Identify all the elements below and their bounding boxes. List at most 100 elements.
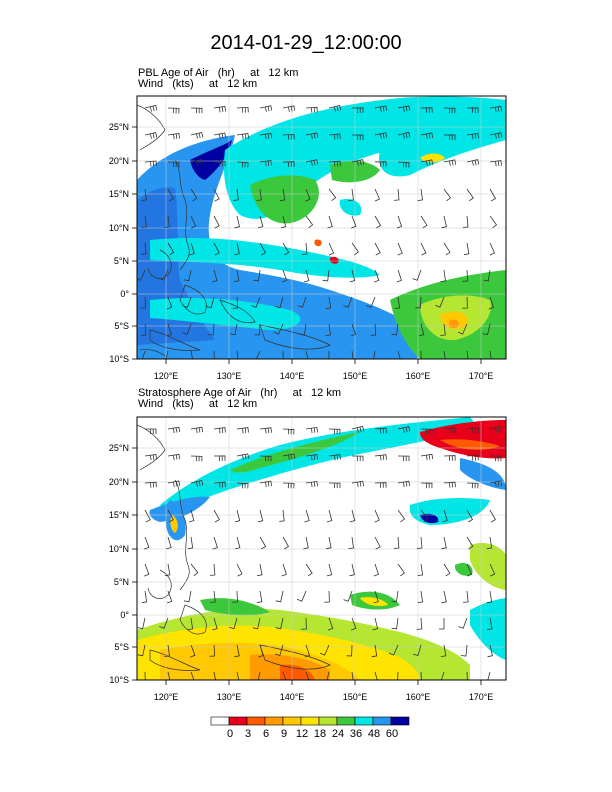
wind-barb (458, 617, 468, 629)
wind-barb (213, 671, 216, 680)
wind-barb (420, 107, 433, 113)
wind-barb (441, 215, 447, 229)
lat-label: 10°N (109, 544, 129, 554)
wind-barb (236, 482, 249, 489)
wind-barb (460, 644, 468, 657)
wind-barb (373, 350, 376, 359)
wind-barb (256, 188, 262, 201)
lat-label: 10°S (109, 354, 129, 364)
wind-barb (416, 617, 423, 630)
wind-barb (145, 428, 157, 434)
wind-barb (234, 242, 240, 256)
wind-barb (325, 296, 332, 310)
wind-barb (483, 269, 491, 282)
wind-barb (412, 644, 422, 656)
wind-barb (167, 426, 181, 434)
wind-barb (348, 188, 354, 201)
lat-label: 25°N (109, 443, 129, 453)
wind-barb (304, 644, 311, 658)
wind-barb (234, 215, 240, 229)
wind-barb (348, 536, 354, 549)
wind-barb (397, 480, 410, 488)
wind-barb (328, 454, 341, 461)
colorbar-box (390, 716, 410, 726)
wind-barb (351, 107, 364, 113)
lat-label: 5°S (114, 642, 129, 652)
wind-barb (420, 453, 434, 461)
wind-barb (232, 296, 239, 309)
wind-barb (282, 242, 290, 256)
wind-barb (236, 671, 240, 680)
wind-barb (418, 323, 425, 337)
wind-barb (393, 536, 400, 549)
wind-barb (252, 617, 261, 630)
strat-lat-labels: 25°N 20°N 15°N 10°N 5°N 0° 5°S 10°S (109, 443, 130, 685)
wind-barb (144, 536, 150, 550)
pbl-lon-labels: 120°E 130°E 140°E 150°E 160°E 170°E (154, 371, 494, 381)
wind-barb (391, 323, 399, 336)
wind-barb (489, 509, 496, 523)
wind-barb (208, 323, 215, 336)
lat-label: 15°N (109, 510, 129, 520)
wind-barb (371, 644, 378, 658)
wind-barb (166, 590, 173, 604)
lat-label: 10°S (109, 675, 129, 685)
colorbar-label: 36 (349, 728, 363, 740)
wind-barb (489, 132, 503, 139)
wind-barb (301, 242, 308, 255)
strat-age-panel: 120°E 130°E 140°E 150°E 160°E 170°E 25°N… (109, 416, 507, 702)
wind-barb (159, 617, 169, 629)
wind-barb (259, 427, 272, 434)
wind-barb (167, 161, 180, 168)
wind-barb (488, 296, 495, 310)
colorbar-label: 18 (313, 728, 327, 740)
wind-barb (258, 644, 264, 658)
wind-barb (393, 188, 400, 201)
wind-barb (325, 323, 332, 336)
wind-barb (274, 644, 284, 657)
wind-barb (489, 350, 492, 359)
colorbar-label: 9 (280, 728, 288, 740)
wind-barb (144, 481, 157, 488)
wind-barb (466, 509, 474, 523)
wind-barb (328, 188, 337, 202)
wind-barb (190, 159, 204, 166)
wind-barb (259, 160, 272, 167)
wind-barb (351, 671, 354, 680)
wind-barb (259, 105, 273, 112)
wind-barb (417, 590, 424, 603)
wind-barb (212, 536, 218, 550)
wind-barb (397, 161, 410, 168)
wind-barb (374, 132, 388, 139)
wind-barb (190, 563, 199, 577)
wind-barb (236, 427, 249, 434)
wind-barb (487, 644, 493, 658)
wind-barb (443, 427, 456, 434)
wind-barb (328, 482, 341, 489)
wind-barb (141, 590, 148, 604)
wind-barb (233, 188, 239, 201)
wind-barb (213, 106, 226, 113)
wind-barb (351, 480, 364, 488)
wind-barb (420, 159, 434, 166)
wind-barb (374, 509, 380, 523)
wind-barb (213, 455, 226, 461)
pbl-gridlines (137, 96, 506, 359)
wind-barb (328, 242, 335, 256)
wind-barb (213, 132, 227, 139)
lat-label: 10°N (109, 223, 129, 233)
wind-barb (165, 350, 169, 359)
wind-barb (212, 269, 218, 283)
wind-barb (466, 454, 479, 461)
wind-barb (463, 242, 470, 256)
wind-barb (190, 350, 193, 359)
wind-barb (351, 350, 354, 359)
wind-barb (305, 563, 313, 577)
wind-barb (256, 590, 263, 604)
wind-barb (328, 350, 330, 359)
wind-barb (273, 323, 284, 335)
wind-barb (466, 482, 479, 489)
wind-barb (462, 296, 468, 309)
page-title: 2014-01-29_12:00:00 (210, 32, 402, 54)
strat-ticks (132, 447, 482, 685)
